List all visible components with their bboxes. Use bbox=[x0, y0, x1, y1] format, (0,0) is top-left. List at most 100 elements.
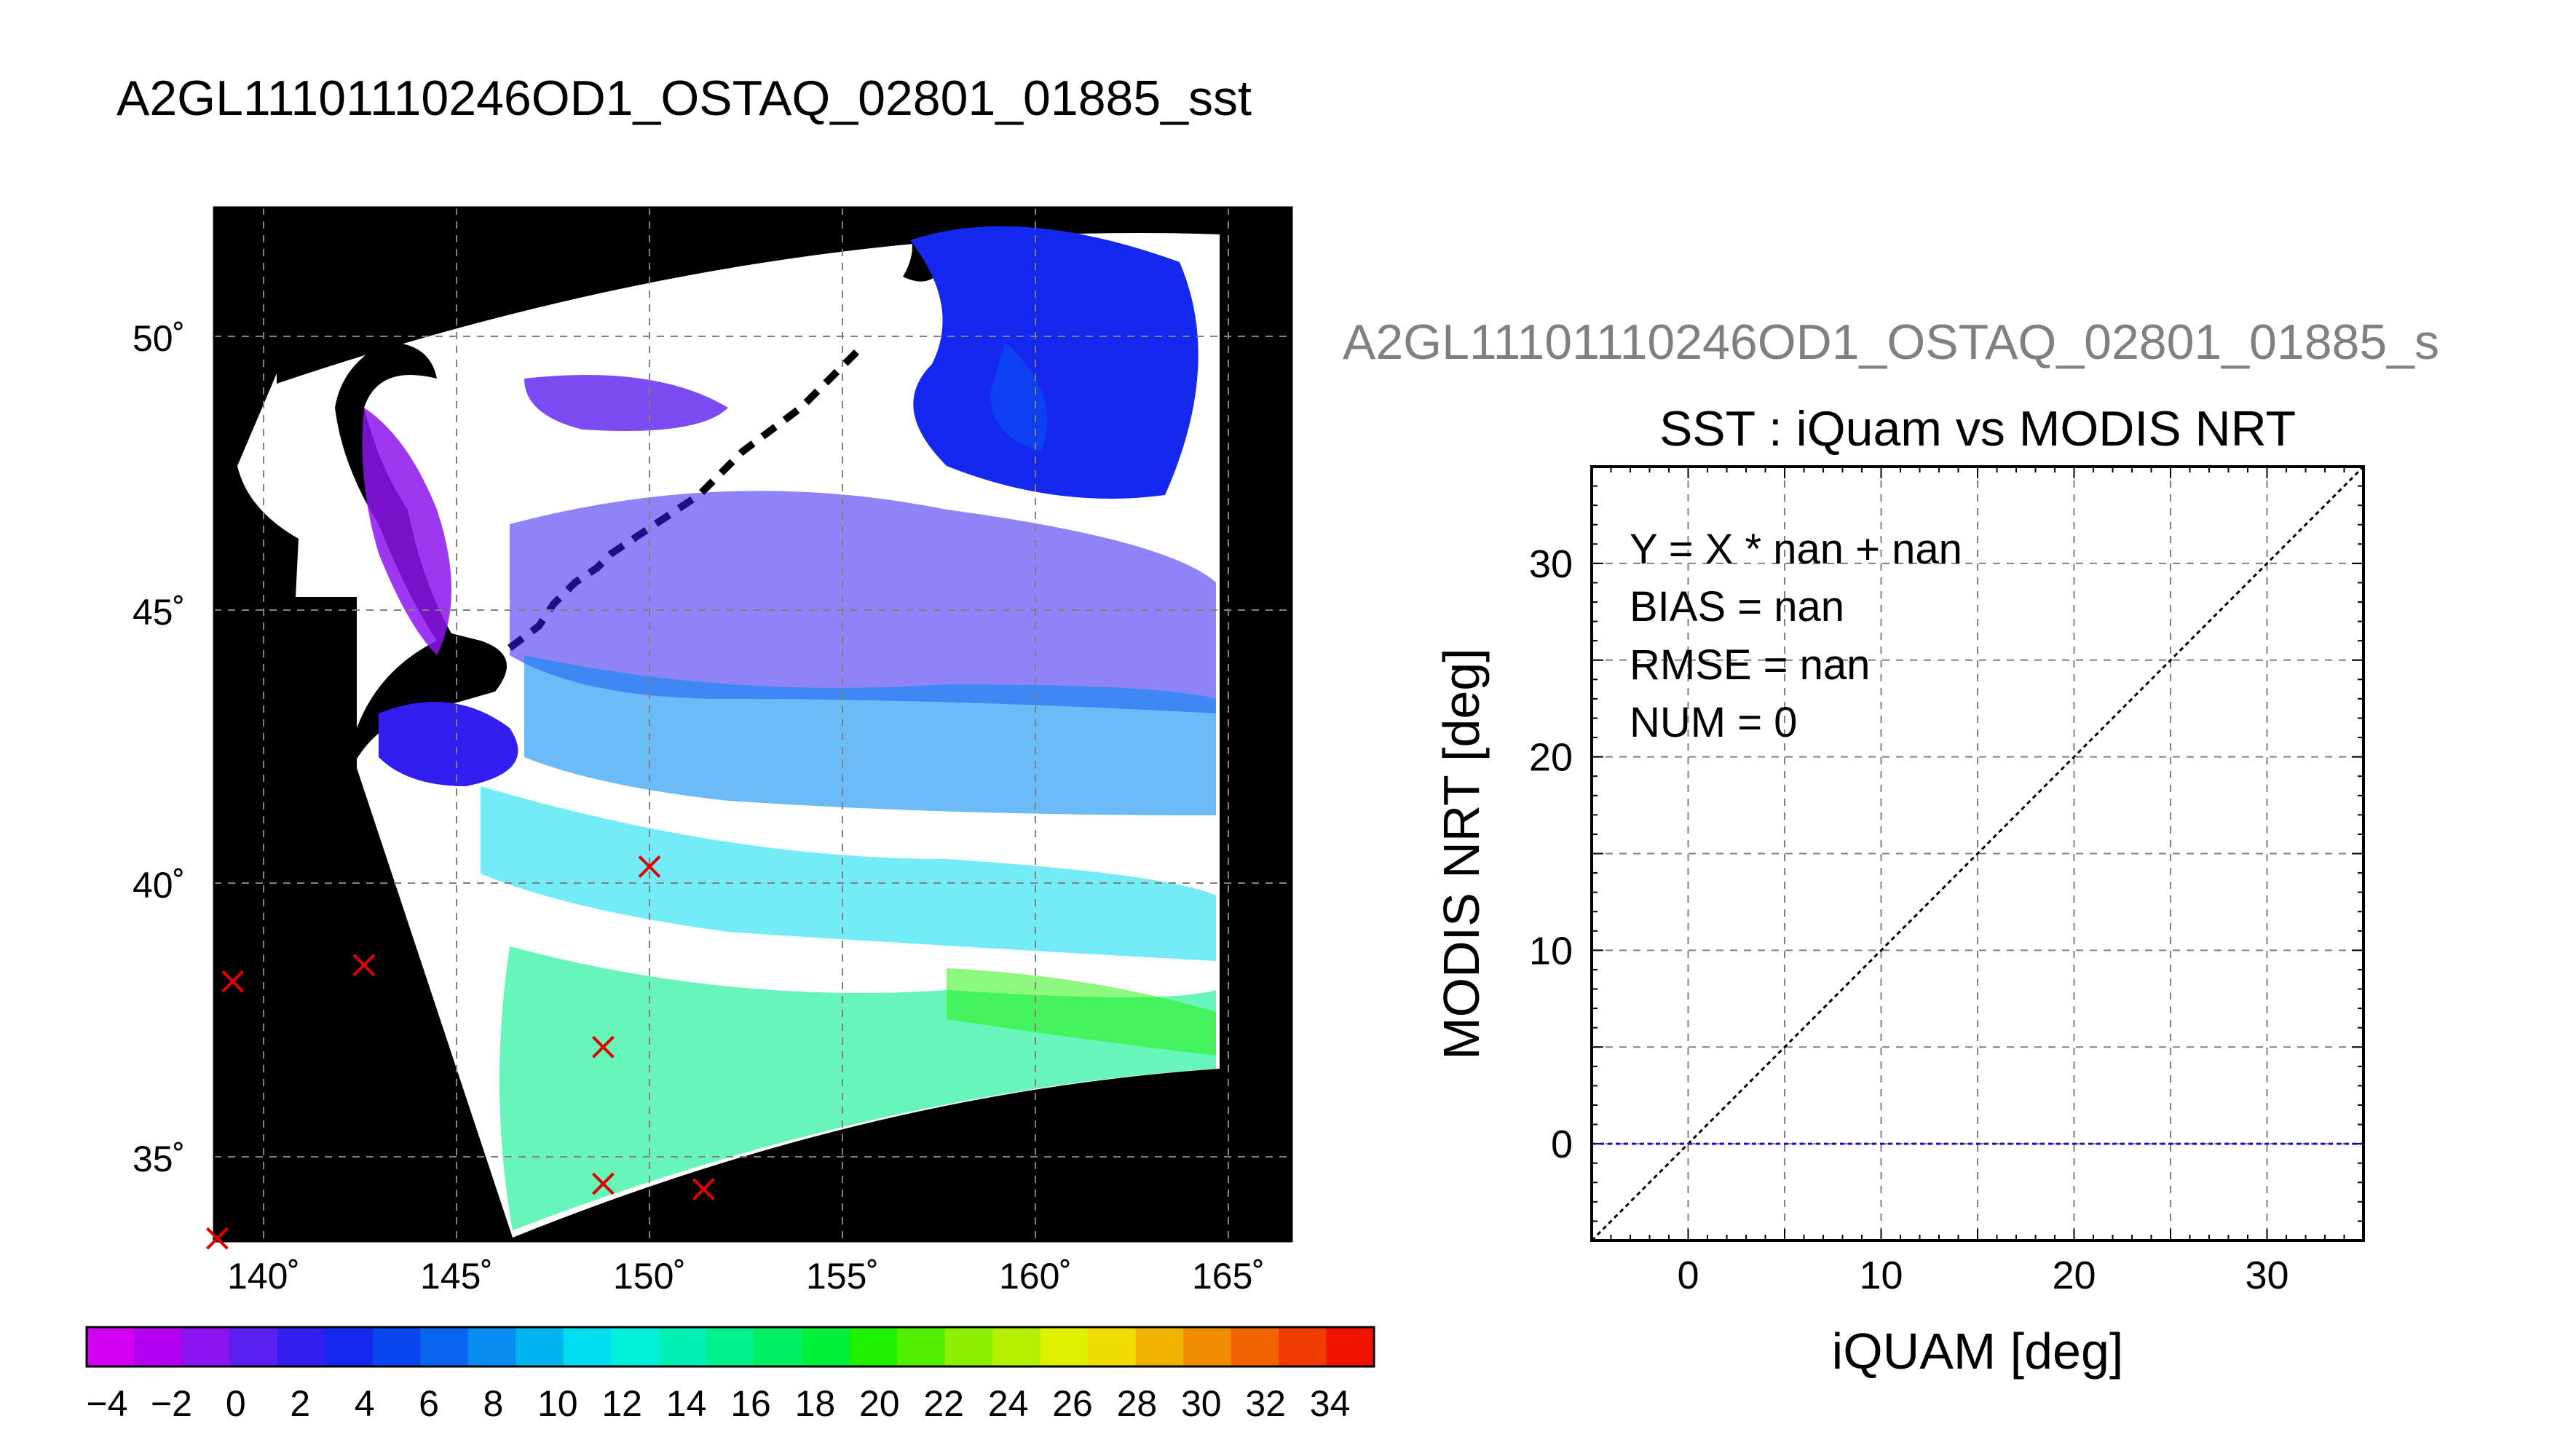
scatter-title: SST : iQuam vs MODIS NRT bbox=[1659, 401, 2296, 456]
station-marker bbox=[692, 1178, 715, 1200]
colorbar-tick-label: −2 bbox=[151, 1383, 192, 1424]
scatter-x-tick-label: 0 bbox=[1677, 1254, 1699, 1297]
colorbar-tick-label: 26 bbox=[1052, 1383, 1093, 1424]
station-marker bbox=[221, 970, 245, 993]
colorbar-tick-label: 18 bbox=[795, 1383, 836, 1424]
colorbar-tick-label: 12 bbox=[601, 1383, 642, 1424]
map-lat-labels: 50˚ 45˚ 40˚ 35˚ bbox=[133, 318, 185, 1179]
station-marker bbox=[205, 1227, 229, 1250]
stats-num: NUM = 0 bbox=[1630, 699, 1797, 746]
colorbar-tick-label: 34 bbox=[1310, 1383, 1351, 1424]
sst-data bbox=[362, 226, 1216, 1230]
colorbar-segment bbox=[181, 1327, 230, 1366]
scatter-reference-lines bbox=[1590, 465, 2365, 1242]
lat-label-35: 35˚ bbox=[133, 1139, 185, 1179]
colorbar-segment bbox=[1279, 1327, 1327, 1366]
lon-label-160: 160˚ bbox=[999, 1256, 1072, 1297]
lon-label-155: 155˚ bbox=[806, 1256, 879, 1297]
colorbar-tick-label: 10 bbox=[537, 1383, 578, 1424]
page-title: A2GL11101110246OD1_OSTAQ_02801_01885_sst bbox=[117, 71, 1252, 126]
scatter-subtitle: A2GL11101110246OD1_OSTAQ_02801_01885_s bbox=[1343, 314, 2439, 370]
scatter-plot: 0 10 20 30 0 10 20 30 bbox=[1529, 465, 2365, 1297]
map-lon-labels: 140˚ 145˚ 150˚ 155˚ 160˚ 165˚ bbox=[227, 1256, 1265, 1297]
scatter-x-tick-label: 20 bbox=[2052, 1254, 2096, 1297]
scatter-x-tick-labels: 0 10 20 30 bbox=[1677, 1254, 2289, 1297]
colorbar-segment bbox=[706, 1327, 755, 1366]
land-mass-japan bbox=[335, 342, 507, 772]
colorbar-tick-label: 28 bbox=[1117, 1383, 1158, 1424]
sst-colorbar bbox=[85, 1326, 1375, 1368]
colorbar-segment bbox=[1183, 1327, 1232, 1366]
stats-fit-line: Y = X * nan + nan bbox=[1630, 526, 1962, 573]
scatter-frame bbox=[1590, 465, 2365, 1242]
station-marker bbox=[591, 1172, 615, 1195]
colorbar-tick-label: 8 bbox=[483, 1383, 503, 1424]
colorbar-segment bbox=[134, 1327, 183, 1366]
identity-line bbox=[1590, 465, 2365, 1242]
map-frame bbox=[213, 206, 1293, 1243]
colorbar-tick-label: 30 bbox=[1181, 1383, 1222, 1424]
scatter-y-tick-label: 30 bbox=[1529, 542, 1573, 586]
colorbar-tick-label: 16 bbox=[730, 1383, 771, 1424]
scatter-y-tick-label: 10 bbox=[1529, 929, 1573, 973]
lon-label-165: 165˚ bbox=[1192, 1256, 1265, 1297]
colorbar-segment bbox=[897, 1327, 946, 1366]
scatter-x-tick-label: 10 bbox=[1859, 1254, 1903, 1297]
colorbar-tick-label: 24 bbox=[988, 1383, 1029, 1424]
colorbar-segment bbox=[563, 1327, 612, 1366]
scatter-y-tick-labels: 0 10 20 30 bbox=[1529, 542, 1573, 1166]
colorbar-tick-label: −4 bbox=[86, 1383, 127, 1424]
colorbar-segment bbox=[516, 1327, 564, 1366]
lat-label-45: 45˚ bbox=[133, 592, 185, 633]
colorbar-segment bbox=[802, 1327, 850, 1366]
station-marker bbox=[352, 954, 376, 977]
map-gridlines bbox=[214, 207, 1292, 1241]
colorbar-segment bbox=[325, 1327, 374, 1366]
scatter-y-tick-label: 0 bbox=[1551, 1123, 1573, 1166]
station-marker bbox=[638, 855, 661, 878]
colorbar-tick-label: 2 bbox=[290, 1383, 310, 1424]
station-marker bbox=[591, 1035, 615, 1059]
lat-label-50: 50˚ bbox=[133, 318, 185, 359]
colorbar-tick-labels: −4 −2 0 2 4 6 8 10 12 14 16 18 20 22 24 26 28 30 32 34 bbox=[86, 1383, 1350, 1424]
colorbar-segment bbox=[754, 1327, 802, 1366]
scatter-y-tick-label: 20 bbox=[1529, 736, 1573, 780]
colorbar-segment bbox=[467, 1327, 516, 1366]
colorbar-segment bbox=[658, 1327, 707, 1366]
colorbar-segment bbox=[992, 1327, 1041, 1366]
colorbar-tick-label: 0 bbox=[226, 1383, 246, 1424]
station-markers bbox=[205, 855, 715, 1250]
lat-label-40: 40˚ bbox=[133, 865, 185, 906]
scatter-y-axis-label: MODIS NRT [deg] bbox=[1433, 648, 1490, 1059]
scatter-x-axis-label: iQUAM [deg] bbox=[1832, 1323, 2124, 1380]
stats-bias: BIAS = nan bbox=[1630, 583, 1844, 630]
colorbar-segment bbox=[1135, 1327, 1184, 1366]
colorbar-segment bbox=[277, 1327, 325, 1366]
colorbar-tick-label: 14 bbox=[666, 1383, 707, 1424]
colorbar-segment bbox=[1326, 1327, 1375, 1366]
scatter-x-tick-label: 30 bbox=[2245, 1254, 2289, 1297]
lon-label-150: 150˚ bbox=[613, 1256, 686, 1297]
colorbar-segment bbox=[229, 1327, 278, 1366]
colorbar-segment bbox=[944, 1327, 993, 1366]
lon-label-145: 145˚ bbox=[420, 1256, 493, 1297]
stats-rmse: RMSE = nan bbox=[1630, 641, 1870, 689]
sst-map bbox=[205, 206, 1293, 1250]
colorbar-tick-label: 4 bbox=[355, 1383, 375, 1424]
colorbar-frame bbox=[85, 1326, 1375, 1368]
scatter-stats: Y = X * nan + nan BIAS = nan RMSE = nan … bbox=[1630, 526, 1962, 746]
colorbar-segment bbox=[1040, 1327, 1089, 1366]
lon-label-140: 140˚ bbox=[227, 1256, 300, 1297]
colorbar-segment bbox=[849, 1327, 898, 1366]
colorbar-tick-label: 6 bbox=[419, 1383, 439, 1424]
colorbar-segment bbox=[1088, 1327, 1137, 1366]
colorbar-segment bbox=[372, 1327, 421, 1366]
colorbar-tick-label: 32 bbox=[1245, 1383, 1286, 1424]
colorbar-segment bbox=[611, 1327, 660, 1366]
colorbar-tick-label: 22 bbox=[923, 1383, 964, 1424]
colorbar-segment bbox=[87, 1327, 135, 1366]
colorbar-segment bbox=[420, 1327, 469, 1366]
colorbar-tick-label: 20 bbox=[859, 1383, 900, 1424]
colorbar-segment bbox=[1231, 1327, 1279, 1366]
